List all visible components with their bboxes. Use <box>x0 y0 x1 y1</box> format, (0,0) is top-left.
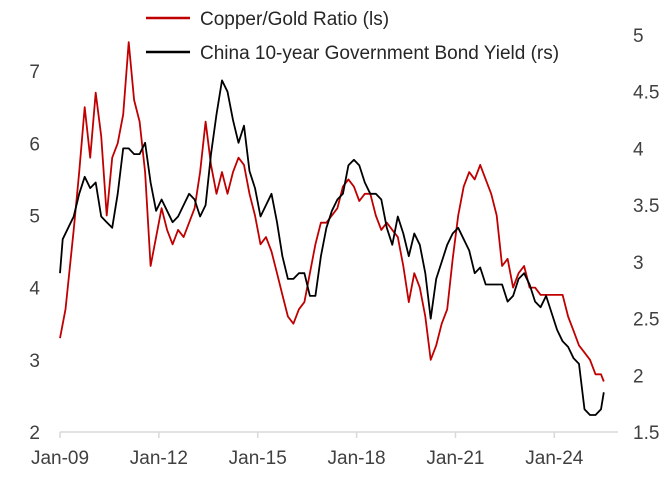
left-axis-ticks: 2 3 4 5 6 7 <box>29 62 40 444</box>
x-tick-label: Jan-12 <box>130 448 188 469</box>
legend: Copper/Gold Ratio (ls) China 10-year Gov… <box>146 9 559 64</box>
left-tick-label: 6 <box>29 134 40 155</box>
legend-label-copper-gold: Copper/Gold Ratio (ls) <box>200 9 389 30</box>
right-tick-label: 1.5 <box>633 423 659 444</box>
left-tick-label: 2 <box>29 423 40 444</box>
china-10y-yield-line <box>59 79 605 416</box>
right-tick-label: 4.5 <box>633 83 659 104</box>
x-tick-label: Jan-09 <box>31 448 89 469</box>
x-tick-label: Jan-15 <box>229 448 287 469</box>
right-tick-label: 3.5 <box>633 196 659 217</box>
x-tick-label: Jan-21 <box>426 448 484 469</box>
right-tick-label: 2 <box>633 366 644 387</box>
left-tick-label: 3 <box>29 351 40 372</box>
legend-label-china-yield: China 10-year Government Bond Yield (rs) <box>200 43 559 64</box>
right-tick-label: 4 <box>633 139 644 160</box>
copper-gold-ratio-line <box>59 41 605 382</box>
right-tick-label: 5 <box>633 26 644 47</box>
right-tick-label: 3 <box>633 253 644 274</box>
left-tick-label: 5 <box>29 206 40 227</box>
x-tick-label: Jan-24 <box>525 448 584 469</box>
series-layer <box>59 41 605 416</box>
right-tick-label: 2.5 <box>633 310 659 331</box>
left-tick-label: 4 <box>29 279 40 300</box>
x-axis-ticks: Jan-09 Jan-12 Jan-15 Jan-18 Jan-21 Jan-24 <box>31 432 584 469</box>
left-tick-label: 7 <box>29 62 40 83</box>
x-tick-label: Jan-18 <box>328 448 386 469</box>
right-axis-ticks: 1.5 2 2.5 3 3.5 4 4.5 5 <box>633 26 659 444</box>
